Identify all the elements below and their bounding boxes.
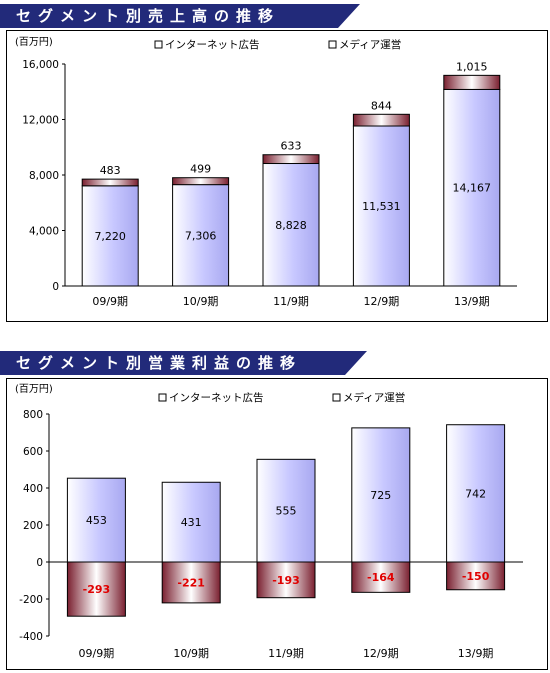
x-tick-label: 13/9期: [454, 295, 490, 308]
legend-swatch-media: [332, 393, 341, 402]
y-unit-label: (百万円): [15, 383, 53, 395]
bar-media: [172, 177, 230, 186]
chart1-panel: (百万円) インターネット広告 メディア運営 16,000 12,000 8,000 4,0…: [6, 30, 548, 322]
y-tick-label: 16,000: [22, 59, 59, 71]
y-tick-label: 600: [23, 446, 43, 458]
data-label-internet-ads: 14,167: [453, 182, 492, 195]
data-label-internet-ads: 11,531: [362, 200, 401, 213]
data-label-media: -164: [367, 571, 395, 584]
data-label-media: -150: [462, 570, 490, 583]
y-tick-label: -200: [19, 594, 43, 606]
y-tick-label: 8,000: [29, 170, 59, 182]
y-tick-label: 0: [36, 557, 43, 569]
bar-media: [161, 561, 221, 604]
data-label-media: 844: [371, 99, 392, 112]
data-label-media: -221: [177, 576, 205, 589]
x-tick-label: 12/9期: [364, 295, 400, 308]
x-tick-label: 10/9期: [173, 647, 209, 660]
data-label-internet-ads: 742: [465, 487, 486, 500]
x-tick-label: 09/9期: [79, 647, 115, 660]
bar-internet-ads: [81, 185, 139, 287]
chart2-svg: (百万円) インターネット広告 メディア運営 800 600 400 200 0 -200 -40…: [15, 383, 523, 660]
data-label-media: -293: [83, 583, 111, 596]
y-tick-label: 800: [23, 409, 43, 421]
bar-internet-ads: [351, 427, 411, 563]
legend-label-media: メディア運営: [343, 391, 405, 404]
x-tick-label: 10/9期: [183, 295, 219, 308]
data-label-internet-ads: 7,306: [185, 229, 217, 242]
data-label-media: 483: [100, 164, 121, 177]
y-tick-label: 200: [23, 520, 43, 532]
legend-label-media: メディア運営: [339, 38, 401, 51]
y-tick-label: 400: [23, 483, 43, 495]
x-tick-label: 13/9期: [458, 647, 494, 660]
x-tick-label: 11/9期: [268, 647, 304, 660]
bar-media: [443, 74, 501, 90]
bar-media: [351, 561, 411, 593]
chart2-panel: (百万円) インターネット広告 メディア運営 800 600 400 200 0 -200 -40…: [6, 378, 548, 670]
y-tick-label: 0: [52, 281, 59, 293]
bar-internet-ads: [172, 184, 230, 287]
x-tick-label: 12/9期: [363, 647, 399, 660]
y-unit-label: (百万円): [15, 36, 53, 48]
y-tick-label: 12,000: [22, 115, 59, 127]
data-label-internet-ads: 725: [370, 489, 391, 502]
legend-swatch-internet-ads: [154, 40, 163, 49]
data-label-media: 499: [190, 163, 211, 176]
y-tick-label: 4,000: [29, 226, 59, 238]
legend-label-internet-ads: インターネット広告: [169, 391, 264, 404]
bar-internet-ads: [443, 88, 501, 287]
bar-media: [262, 154, 320, 165]
bar-internet-ads: [66, 477, 126, 563]
chart2-title: セグメント別営業利益の推移: [0, 351, 367, 375]
x-tick-label: 09/9期: [92, 295, 128, 308]
chart1-title: セグメント別売上高の推移: [0, 4, 360, 28]
bar-media: [256, 561, 316, 599]
bar-media: [66, 561, 126, 617]
legend-swatch-internet-ads: [158, 393, 167, 402]
bar-internet-ads: [352, 125, 410, 287]
bar-internet-ads: [256, 458, 316, 563]
y-tick-label: -400: [19, 631, 43, 643]
x-tick-label: 11/9期: [273, 295, 309, 308]
data-label-media: 633: [281, 140, 302, 153]
data-label-internet-ads: 7,220: [94, 230, 126, 243]
bar-media: [81, 178, 139, 187]
legend-label-internet-ads: インターネット広告: [165, 38, 260, 51]
legend-swatch-media: [328, 40, 337, 49]
data-label-internet-ads: 431: [181, 516, 202, 529]
data-label-internet-ads: 555: [276, 505, 297, 518]
data-label-internet-ads: 8,828: [275, 219, 307, 232]
chart1-svg: (百万円) インターネット広告 メディア運営 16,000 12,000 8,000 4,0…: [15, 36, 517, 308]
bar-media: [446, 561, 506, 591]
bar-internet-ads: [446, 424, 506, 563]
bar-media: [352, 113, 410, 127]
data-label-internet-ads: 453: [86, 514, 107, 527]
data-label-media: 1,015: [456, 60, 488, 73]
data-label-media: -193: [272, 574, 300, 587]
bar-internet-ads: [262, 163, 320, 287]
